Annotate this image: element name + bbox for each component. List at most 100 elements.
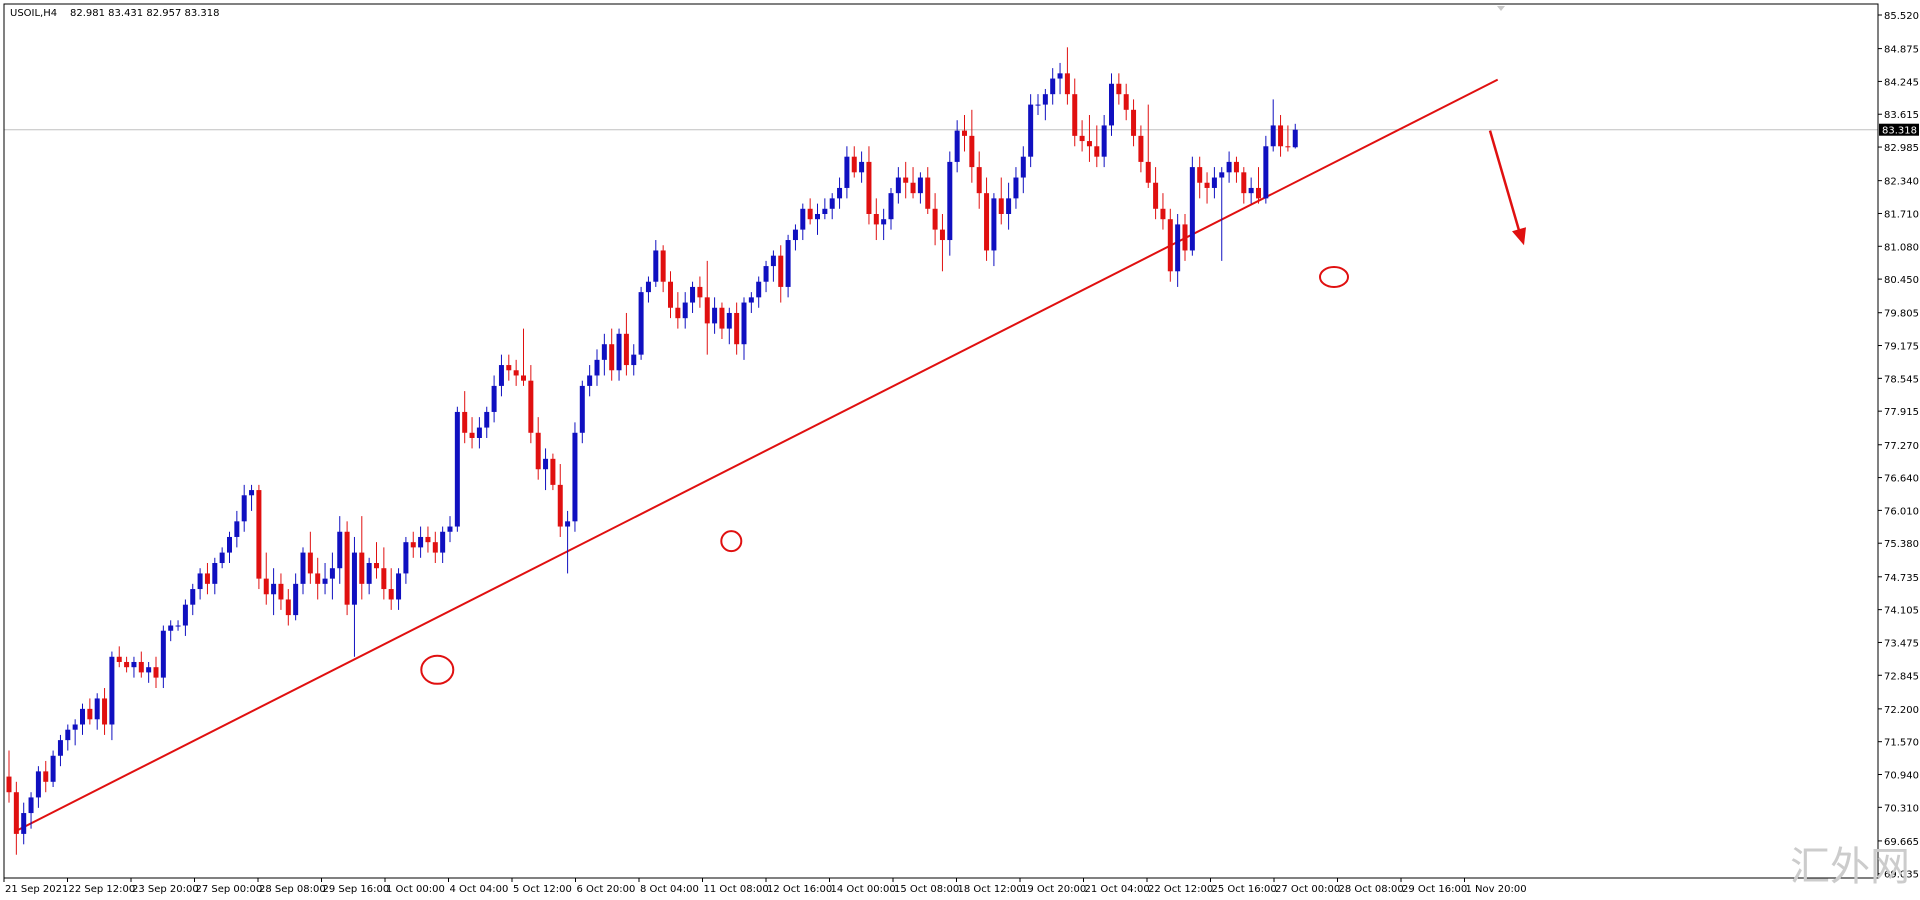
candle[interactable] [469, 417, 475, 449]
candle-body[interactable] [1028, 104, 1034, 157]
candle[interactable] [572, 422, 578, 532]
candle-body[interactable] [535, 432, 541, 470]
candle-body[interactable] [1182, 224, 1188, 251]
candle[interactable] [138, 651, 144, 678]
candle-body[interactable] [454, 411, 460, 527]
candle[interactable] [462, 391, 468, 444]
candle-body[interactable] [131, 661, 137, 668]
candle-body[interactable] [1086, 141, 1092, 147]
candle-body[interactable] [601, 344, 607, 360]
candle[interactable] [785, 234, 791, 298]
candle[interactable] [601, 333, 607, 376]
candle[interactable] [917, 172, 923, 204]
candle[interactable] [682, 292, 688, 329]
candle-body[interactable] [484, 411, 490, 428]
candle[interactable] [976, 151, 982, 209]
candle-body[interactable] [204, 573, 210, 584]
candle[interactable] [410, 531, 416, 558]
candle[interactable] [249, 484, 255, 511]
candle[interactable] [1182, 213, 1188, 261]
candle-body[interactable] [219, 552, 225, 564]
candle-body[interactable] [616, 333, 622, 371]
candle[interactable] [1292, 123, 1298, 149]
candle-body[interactable] [447, 526, 453, 532]
candle[interactable] [337, 516, 343, 584]
candle-body[interactable] [609, 344, 615, 371]
candle[interactable] [1145, 104, 1151, 188]
candle-body[interactable] [1167, 219, 1173, 272]
candle[interactable] [954, 120, 960, 173]
candle[interactable] [329, 552, 335, 600]
candle-body[interactable] [807, 208, 813, 220]
candle-body[interactable] [513, 370, 519, 376]
candle[interactable] [734, 302, 740, 355]
candle[interactable] [80, 703, 85, 735]
candle[interactable] [374, 542, 379, 579]
candle-body[interactable] [712, 307, 718, 324]
candle[interactable] [1057, 62, 1063, 95]
candle-body[interactable] [403, 542, 409, 574]
candle[interactable] [418, 526, 424, 558]
candle[interactable] [1101, 115, 1107, 168]
candle[interactable] [881, 208, 887, 241]
candle-body[interactable] [388, 589, 394, 600]
candle-body[interactable] [984, 193, 990, 251]
candle-body[interactable] [557, 484, 563, 527]
candle[interactable] [1013, 167, 1019, 209]
candle[interactable] [1278, 115, 1284, 157]
candle[interactable] [837, 177, 843, 209]
candle-body[interactable] [815, 213, 820, 220]
candle[interactable] [1256, 167, 1261, 204]
candle-body[interactable] [741, 302, 747, 345]
candle[interactable] [1233, 156, 1239, 183]
candle-body[interactable] [87, 708, 93, 720]
candle[interactable] [1175, 213, 1181, 287]
candle-body[interactable] [197, 573, 203, 590]
candle-body[interactable] [1145, 161, 1151, 183]
candle[interactable] [866, 146, 872, 225]
candle[interactable] [21, 802, 27, 845]
candle[interactable] [778, 245, 784, 303]
candle[interactable] [366, 557, 372, 595]
candle[interactable] [815, 203, 820, 235]
candle[interactable] [998, 177, 1004, 225]
candle[interactable] [844, 146, 850, 199]
candle[interactable] [1167, 208, 1173, 282]
candle-body[interactable] [1006, 198, 1012, 214]
candle-body[interactable] [1204, 182, 1210, 188]
candle[interactable] [616, 328, 622, 381]
candle-body[interactable] [939, 229, 945, 241]
candle[interactable] [697, 276, 703, 308]
candle[interactable] [234, 510, 240, 548]
candle[interactable] [35, 766, 41, 808]
candle-body[interactable] [491, 385, 497, 412]
candle[interactable] [256, 484, 262, 590]
candle-body[interactable] [1035, 104, 1041, 106]
candle-body[interactable] [418, 536, 424, 548]
candle[interactable] [263, 552, 269, 605]
candle[interactable] [315, 557, 321, 600]
candle[interactable] [962, 115, 967, 152]
candle[interactable] [594, 349, 600, 386]
candle[interactable] [822, 198, 828, 220]
candle[interactable] [521, 328, 526, 386]
candle-body[interactable] [697, 286, 703, 298]
candle-body[interactable] [1175, 224, 1181, 272]
candle-body[interactable] [1292, 129, 1298, 148]
candle-body[interactable] [1057, 73, 1063, 79]
candle-body[interactable] [21, 813, 27, 834]
candle-body[interactable] [638, 292, 644, 355]
candle-body[interactable] [719, 307, 725, 329]
candle-body[interactable] [366, 563, 372, 584]
candle-body[interactable] [1233, 161, 1239, 173]
candle[interactable] [1086, 115, 1092, 162]
candle-body[interactable] [498, 365, 504, 386]
candle-body[interactable] [881, 219, 887, 225]
candle-body[interactable] [763, 266, 769, 282]
candle[interactable] [851, 146, 857, 178]
candle[interactable] [1042, 88, 1048, 121]
candle[interactable] [1285, 125, 1291, 152]
candle-body[interactable] [572, 432, 578, 522]
candle[interactable] [895, 167, 901, 204]
